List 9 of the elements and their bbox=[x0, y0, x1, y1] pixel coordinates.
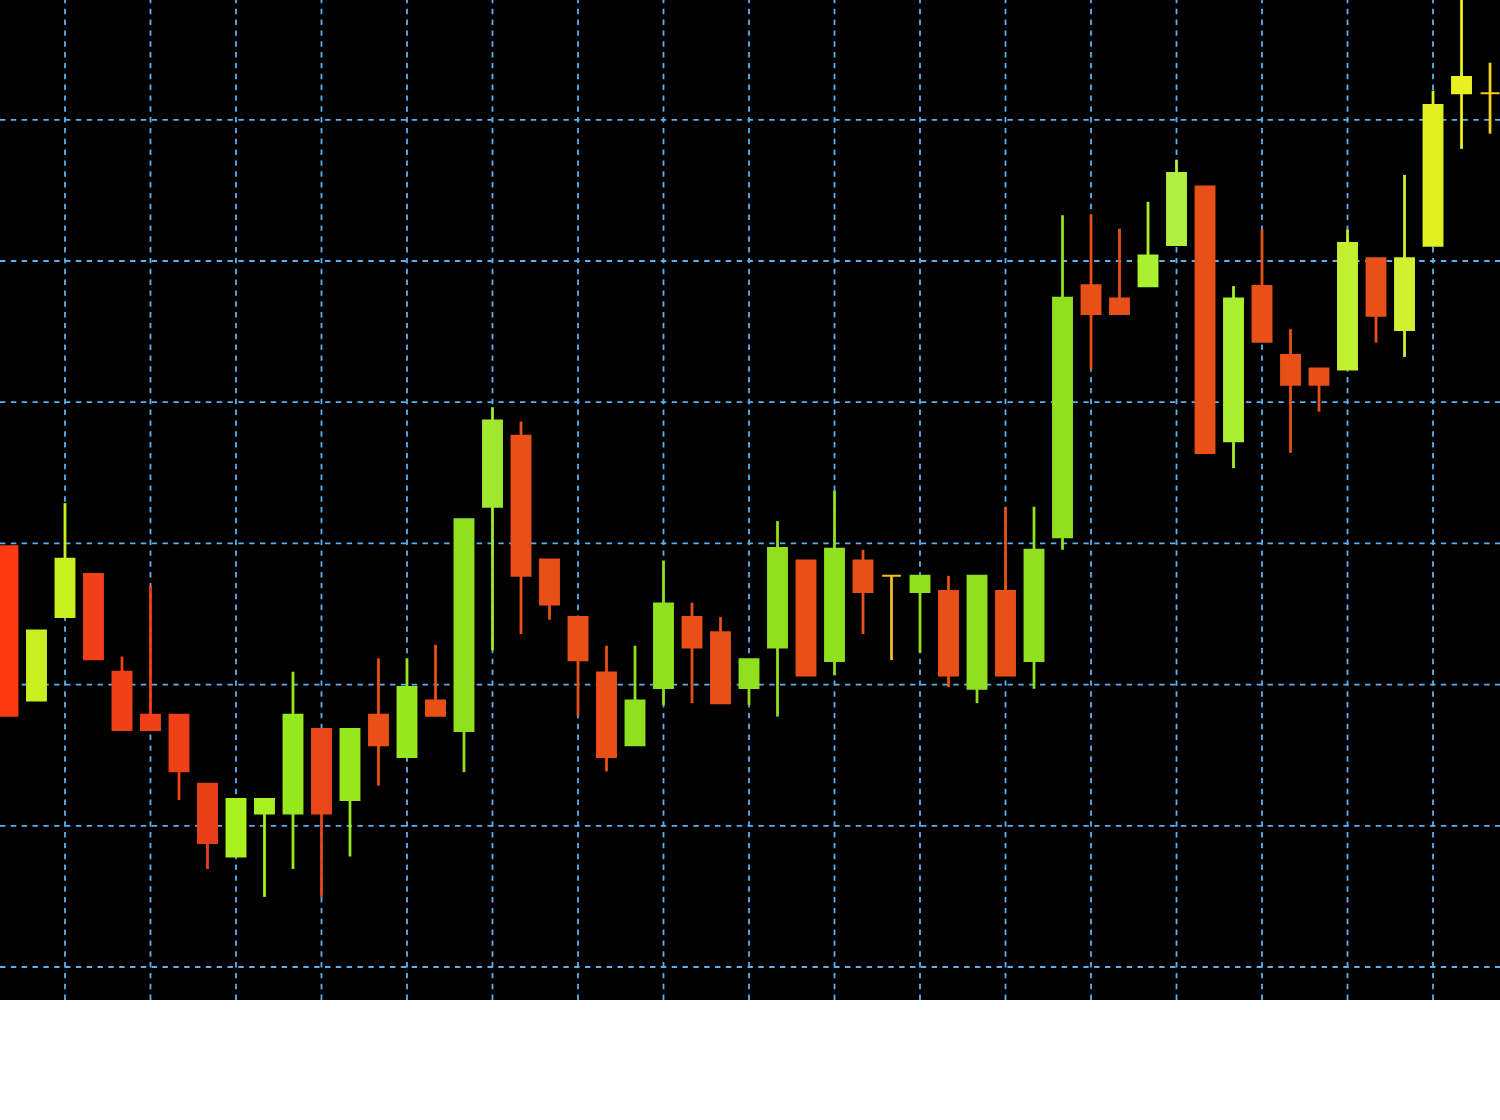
candlestick bbox=[1479, 61, 1500, 136]
candlestick bbox=[881, 574, 902, 662]
candlestick bbox=[909, 574, 931, 655]
candlestick bbox=[1451, 0, 1472, 151]
candlestick bbox=[1308, 367, 1330, 414]
candlestick bbox=[425, 643, 446, 718]
candlestick bbox=[140, 584, 161, 732]
candlestick bbox=[1109, 227, 1130, 316]
candlestick bbox=[254, 797, 275, 899]
